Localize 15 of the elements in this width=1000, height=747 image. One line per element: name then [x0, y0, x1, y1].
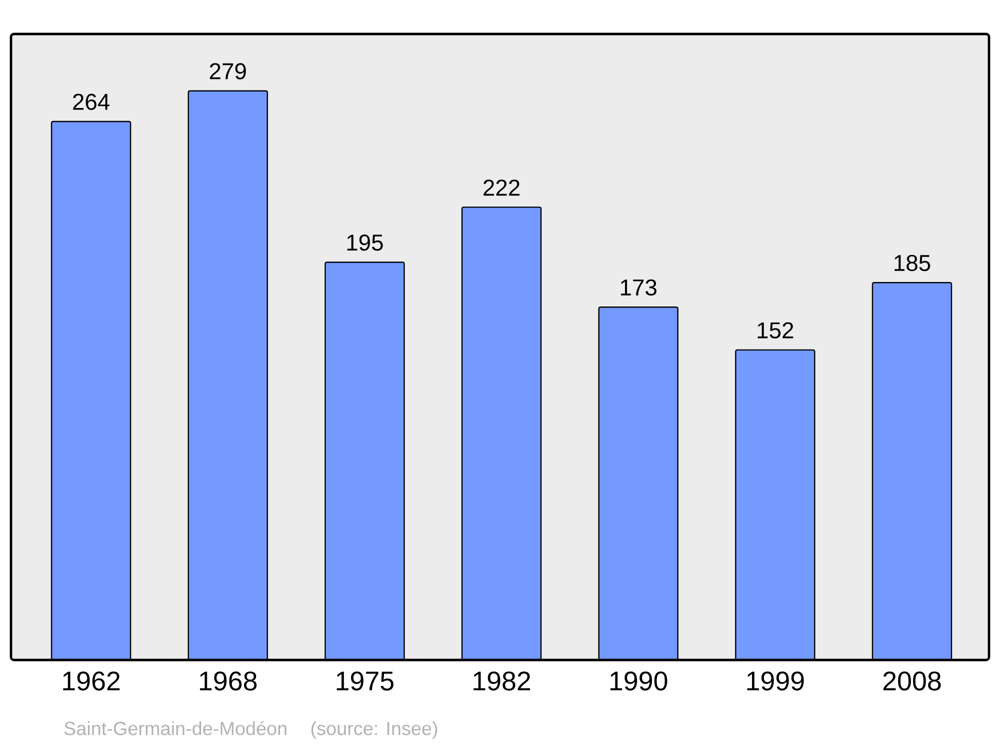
- data-label: 173: [620, 279, 656, 296]
- data-label: 222: [484, 180, 520, 196]
- data-label: 264: [73, 94, 110, 110]
- x-tick-label: 1999: [747, 672, 804, 691]
- x-tick-label: 1982: [474, 672, 530, 691]
- text: Saint-Germain-de-Modéon (source: Insee): [64, 721, 438, 739]
- data-label: 195: [347, 234, 383, 251]
- data-label: 152: [758, 322, 794, 338]
- x-tick-label: 2008: [883, 672, 941, 691]
- x-tick-label: 1975: [336, 672, 394, 691]
- x-tick-label: 1968: [200, 672, 257, 691]
- x-tick-label: 1962: [63, 672, 120, 691]
- data-label: 279: [210, 63, 246, 80]
- data-label: 185: [894, 254, 930, 272]
- x-tick-label: 1990: [610, 672, 668, 691]
